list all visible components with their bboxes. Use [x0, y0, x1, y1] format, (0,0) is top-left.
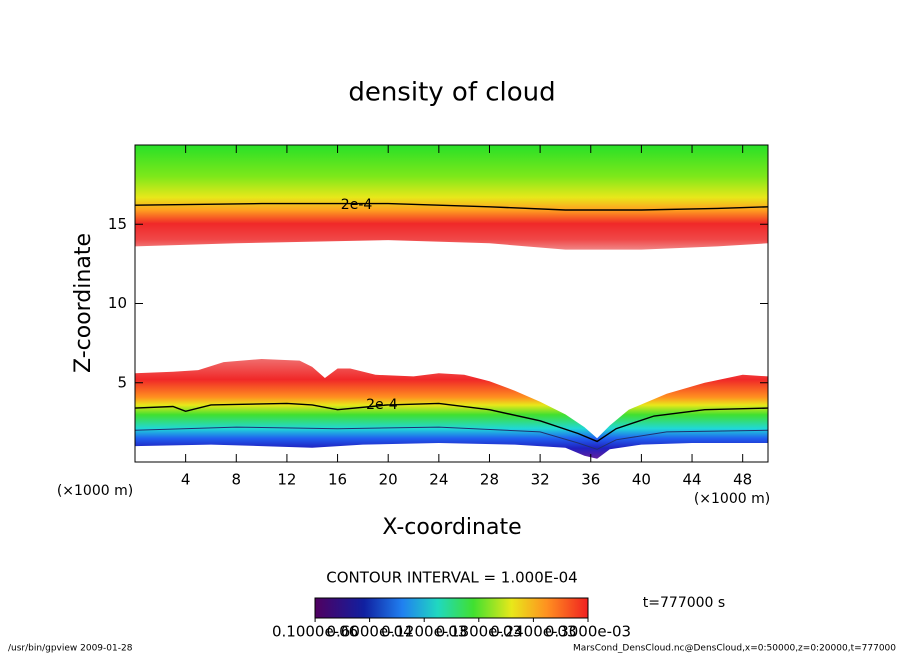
x-tick-label: 48 — [733, 471, 752, 489]
x-tick-label: 16 — [328, 471, 347, 489]
colorbar-tick-label: 0.1800e-03 — [436, 623, 522, 641]
x-tick-label: 24 — [429, 471, 448, 489]
x-tick-label: 4 — [181, 471, 191, 489]
colorbar-tick-label: 0.3000e-03 — [545, 623, 631, 641]
x-tick-label: 32 — [531, 471, 550, 489]
field-upper — [135, 145, 768, 250]
x-unit-label: (×1000 m) — [694, 491, 770, 507]
footer-left: /usr/bin/gpview 2009-01-28 — [8, 644, 133, 654]
x-tick-label: 40 — [632, 471, 651, 489]
contour-line-minor — [135, 426, 768, 450]
chart-title: density of cloud — [348, 78, 555, 108]
time-label: t=777000 s — [643, 595, 725, 611]
field-lower — [135, 359, 768, 459]
x-unit-label: (×1000 m) — [57, 483, 133, 499]
colorbar-tick-label: 0.6000e-04 — [326, 623, 412, 641]
contour-label: 2e-4 — [366, 397, 398, 413]
contour-line — [135, 402, 768, 443]
colorbar-tick-label: 0.1200e-03 — [381, 623, 467, 641]
footer-right: MarsCond_DensCloud.nc@DensCloud,x=0:5000… — [573, 644, 896, 654]
colorbar — [314, 597, 589, 619]
x-axis-label: X-coordinate — [382, 515, 521, 540]
x-tick-label: 28 — [480, 471, 499, 489]
y-tick-label: 10 — [108, 294, 127, 312]
y-axis-label: Z-coordinate — [71, 233, 96, 373]
colorbar-tick-label: 0.2400e-03 — [490, 623, 576, 641]
x-tick-label: 8 — [232, 471, 242, 489]
y-tick-label: 15 — [108, 215, 127, 233]
colorbar-tick-label: 0.1000e-06 — [272, 623, 358, 641]
x-tick-label: 12 — [277, 471, 296, 489]
y-tick-label: 5 — [117, 373, 127, 391]
contour-label: 2e-4 — [341, 197, 373, 213]
field — [135, 145, 768, 459]
x-tick-label: 44 — [682, 471, 701, 489]
x-tick-label: 20 — [379, 471, 398, 489]
x-tick-label: 36 — [581, 471, 600, 489]
contour-interval: CONTOUR INTERVAL = 1.000E-04 — [326, 569, 577, 587]
contour-line — [135, 202, 768, 211]
